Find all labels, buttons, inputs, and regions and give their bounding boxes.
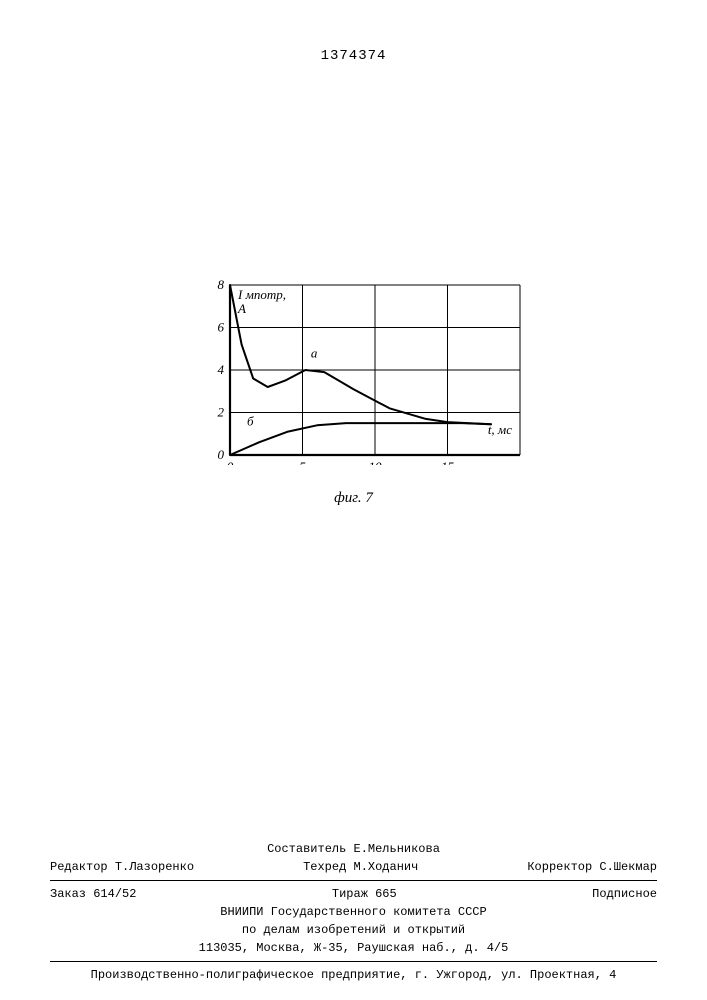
order-row: Заказ 614/52 Тираж 665 Подписное: [50, 885, 657, 903]
svg-text:А: А: [237, 301, 246, 316]
chart-svg: а б 0 2 4 6 8 0 5 10 15 I мпотр,Аt, мс: [190, 275, 530, 465]
corrector-name: С.Шекмар: [599, 860, 657, 874]
editor-cell: Редактор Т.Лазоренко: [50, 858, 194, 876]
techred-cell: Техред М.Ходанич: [303, 858, 418, 876]
techred-label: Техред: [303, 860, 346, 874]
compiler-label: Составитель: [267, 842, 346, 856]
tirage-num: 665: [375, 887, 397, 901]
svg-text:б: б: [247, 413, 254, 428]
svg-text:8: 8: [218, 277, 225, 292]
corrector-label: Корректор: [527, 860, 592, 874]
tirage-cell: Тираж 665: [332, 885, 397, 903]
svg-text:4: 4: [218, 362, 225, 377]
svg-text:а: а: [311, 345, 318, 360]
footer-rule-1: [50, 880, 657, 881]
press-line: Производственно-полиграфическое предприя…: [50, 966, 657, 984]
org-line3: 113035, Москва, Ж-35, Раушская наб., д. …: [50, 939, 657, 957]
svg-text:15: 15: [441, 459, 455, 465]
svg-text:2: 2: [218, 405, 225, 420]
editor-row: Редактор Т.Лазоренко Техред М.Ходанич Ко…: [50, 858, 657, 876]
svg-text:0: 0: [227, 459, 234, 465]
compiler-name: Е.Мельникова: [354, 842, 440, 856]
corrector-cell: Корректор С.Шекмар: [527, 858, 657, 876]
footer-rule-2: [50, 961, 657, 962]
order-label: Заказ: [50, 887, 86, 901]
footer-block: Составитель Е.Мельникова Редактор Т.Лазо…: [50, 840, 657, 984]
svg-text:10: 10: [369, 459, 383, 465]
order-cell: Заказ 614/52: [50, 885, 136, 903]
svg-text:6: 6: [218, 320, 225, 335]
tirage-label: Тираж: [332, 887, 368, 901]
subscribe-cell: Подписное: [592, 885, 657, 903]
techred-name: М.Ходанич: [354, 860, 419, 874]
page-number: 1374374: [0, 48, 707, 64]
svg-text:t, мс: t, мс: [488, 422, 512, 437]
svg-text:I мпотр,: I мпотр,: [237, 287, 286, 302]
compiler-line: Составитель Е.Мельникова: [50, 840, 657, 858]
svg-text:0: 0: [218, 447, 225, 462]
org-line1: ВНИИПИ Государственного комитета СССР: [50, 903, 657, 921]
figure-caption: фиг. 7: [0, 490, 707, 507]
editor-name: Т.Лазоренко: [115, 860, 194, 874]
editor-label: Редактор: [50, 860, 108, 874]
svg-text:5: 5: [299, 459, 306, 465]
org-line2: по делам изобретений и открытий: [50, 921, 657, 939]
chart: а б 0 2 4 6 8 0 5 10 15 I мпотр,Аt, мс: [190, 275, 530, 485]
order-num: 614/52: [93, 887, 136, 901]
